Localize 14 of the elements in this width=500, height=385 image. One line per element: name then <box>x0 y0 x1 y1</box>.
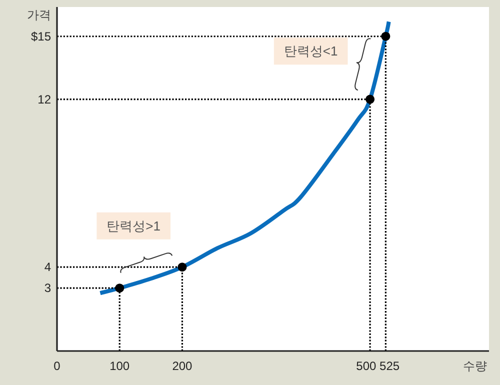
y-tick-label: $15 <box>30 29 52 44</box>
y-axis-title: 가격 <box>27 8 51 22</box>
x-tick-label: 500 <box>356 359 377 373</box>
x-tick-label: 200 <box>172 359 193 373</box>
y-tick-label: 12 <box>38 92 52 106</box>
y-tick-label: 3 <box>44 281 52 296</box>
line-series <box>98 20 391 296</box>
y-tick-label: 4 <box>44 260 52 274</box>
annotation: 탄력성>1 <box>106 218 161 234</box>
x-axis-title: 수량 <box>463 359 487 373</box>
x-tick-label: 100 <box>110 359 130 373</box>
x-tick-label: 525 <box>380 359 400 373</box>
x-tick-label: 0 <box>54 359 61 373</box>
annotation: 탄력성<1 <box>284 44 338 59</box>
